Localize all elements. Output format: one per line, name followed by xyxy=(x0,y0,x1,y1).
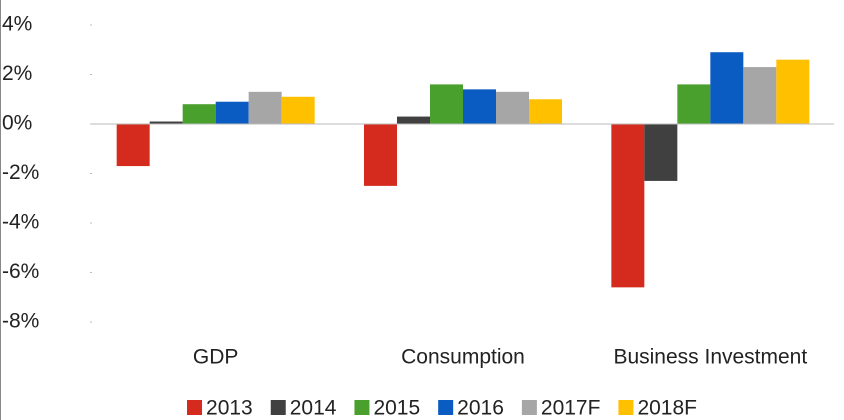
legend-label: 2015 xyxy=(373,397,420,420)
bar xyxy=(364,124,397,186)
y-tick-label: 2% xyxy=(2,62,32,85)
legend-label: 2017F xyxy=(541,397,601,420)
legend-label: 2014 xyxy=(290,397,337,420)
bar xyxy=(430,84,463,124)
bar xyxy=(529,99,562,124)
bar xyxy=(248,91,282,124)
y-tick-label: 4% xyxy=(2,13,32,36)
legend-swatch xyxy=(354,400,370,415)
legend-swatch xyxy=(618,400,634,415)
bar xyxy=(710,52,744,124)
y-tick-label: -8% xyxy=(2,310,39,333)
bar xyxy=(397,116,430,124)
x-tick-label: GDP xyxy=(193,346,239,369)
legend-swatch xyxy=(521,400,537,415)
bar xyxy=(776,59,810,124)
bar xyxy=(644,124,678,181)
legend-swatch xyxy=(270,400,286,415)
bar xyxy=(611,124,645,288)
bar xyxy=(182,104,216,124)
legend-label: 2018F xyxy=(637,397,697,420)
y-tick-label: -2% xyxy=(2,161,39,184)
bar xyxy=(149,121,183,124)
bar xyxy=(281,96,315,124)
legend-swatch xyxy=(187,400,203,415)
bar xyxy=(116,124,150,167)
x-tick-label: Consumption xyxy=(401,346,525,369)
x-tick-label: Business Investment xyxy=(613,346,807,369)
y-tick-label: -6% xyxy=(2,260,39,283)
y-tick-label: -4% xyxy=(2,211,39,234)
bar xyxy=(215,101,249,124)
legend-swatch xyxy=(438,400,454,415)
y-tick-label: 0% xyxy=(2,112,32,135)
legend-label: 2013 xyxy=(206,397,253,420)
legend-label: 2016 xyxy=(457,397,504,420)
bar xyxy=(677,84,711,124)
bar xyxy=(496,91,529,124)
bar xyxy=(743,67,777,124)
bar xyxy=(463,89,496,124)
